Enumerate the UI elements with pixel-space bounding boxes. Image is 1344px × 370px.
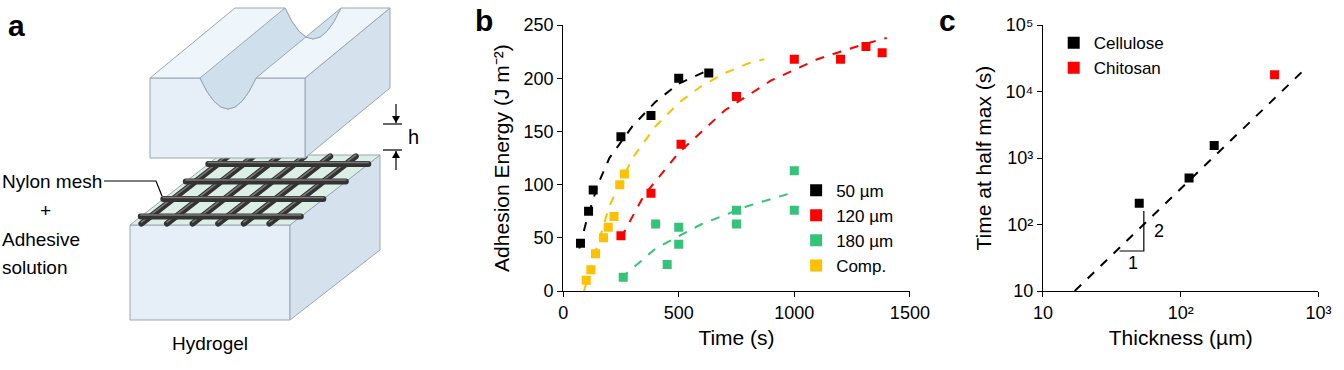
svg-text:2: 2 (1154, 221, 1164, 241)
svg-text:10²: 10² (1168, 303, 1194, 323)
svg-text:0: 0 (544, 281, 554, 301)
svg-text:10⁵: 10⁵ (1006, 15, 1033, 35)
svg-text:10³: 10³ (1305, 303, 1331, 323)
svg-text:180 µm: 180 µm (836, 232, 893, 251)
svg-text:Chitosan: Chitosan (1094, 59, 1161, 78)
svg-text:100: 100 (523, 175, 553, 195)
svg-text:10³: 10³ (1007, 148, 1033, 168)
svg-text:10: 10 (1013, 281, 1033, 301)
svg-text:1500: 1500 (890, 303, 930, 323)
svg-text:b: b (475, 4, 493, 37)
svg-text:Adhesion Energy (J m⁻²): Adhesion Energy (J m⁻²) (490, 44, 513, 272)
svg-text:150: 150 (523, 122, 553, 142)
svg-text:200: 200 (523, 69, 553, 89)
svg-text:solution: solution (2, 257, 68, 278)
svg-text:Time (s): Time (s) (698, 326, 774, 349)
svg-text:10: 10 (1033, 303, 1053, 323)
svg-text:50: 50 (534, 228, 554, 248)
svg-text:Hydrogel: Hydrogel (172, 333, 248, 354)
svg-text:Time at half max (s): Time at half max (s) (972, 66, 995, 251)
svg-text:h: h (408, 126, 419, 148)
svg-text:50 µm: 50 µm (836, 182, 884, 201)
svg-text:Comp.: Comp. (836, 257, 886, 276)
svg-text:10⁴: 10⁴ (1006, 82, 1034, 102)
svg-text:500: 500 (664, 303, 694, 323)
svg-text:a: a (8, 9, 25, 42)
svg-text:250: 250 (523, 15, 553, 35)
svg-text:+: + (40, 200, 51, 221)
svg-text:1000: 1000 (774, 303, 814, 323)
svg-text:c: c (939, 4, 956, 37)
svg-text:0: 0 (558, 303, 568, 323)
svg-text:10²: 10² (1007, 215, 1033, 235)
svg-text:Nylon mesh: Nylon mesh (2, 171, 102, 192)
svg-text:Thickness (µm): Thickness (µm) (1109, 326, 1253, 349)
svg-text:1: 1 (1128, 253, 1138, 273)
svg-text:Cellulose: Cellulose (1094, 34, 1164, 53)
svg-text:120 µm: 120 µm (836, 207, 893, 226)
svg-text:Adhesive: Adhesive (2, 229, 80, 250)
